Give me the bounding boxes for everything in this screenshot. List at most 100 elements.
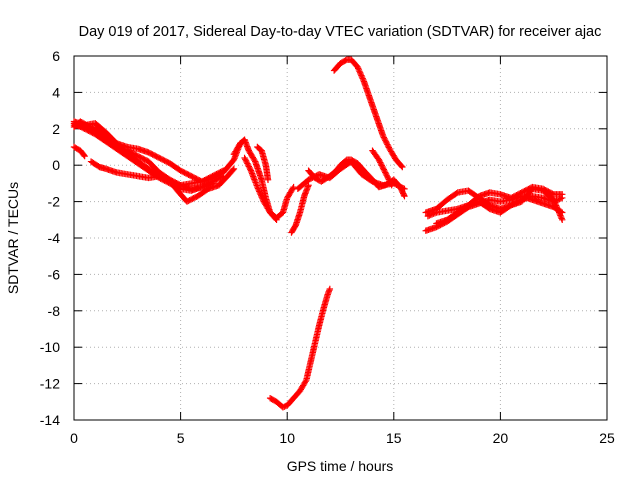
data-point xyxy=(245,163,253,170)
series-track-13 xyxy=(369,147,395,189)
series-track-8 xyxy=(241,154,280,223)
data-point xyxy=(356,68,363,75)
data-point xyxy=(242,156,249,163)
data-point xyxy=(256,188,263,195)
data-point xyxy=(377,160,385,168)
data-point xyxy=(81,152,88,160)
series-track-12 xyxy=(305,156,408,200)
data-point xyxy=(290,183,297,191)
data-point xyxy=(359,75,366,82)
data-point xyxy=(424,212,432,220)
series-track-10 xyxy=(288,182,312,236)
data-point xyxy=(378,162,385,169)
data-point xyxy=(555,209,563,216)
data-point xyxy=(382,170,390,178)
data-point xyxy=(229,166,237,174)
x-tick-label: 5 xyxy=(177,430,185,446)
data-point xyxy=(380,134,388,141)
data-point xyxy=(428,211,436,218)
data-point xyxy=(400,191,408,199)
data-point xyxy=(377,159,384,166)
data-point xyxy=(387,179,394,186)
data-point xyxy=(379,132,387,140)
data-point xyxy=(388,182,395,189)
data-point xyxy=(426,212,433,219)
y-tick-label: -14 xyxy=(40,412,60,428)
data-point xyxy=(358,73,366,81)
y-tick-label: -12 xyxy=(40,376,60,392)
y-tick-label: -10 xyxy=(40,339,60,355)
data-point xyxy=(382,137,389,144)
data-point xyxy=(254,185,262,192)
data-point xyxy=(555,208,562,215)
data-point xyxy=(272,215,279,222)
data-point xyxy=(382,138,390,145)
data-point xyxy=(427,211,434,219)
data-point xyxy=(218,168,226,175)
data-point xyxy=(243,158,250,166)
data-point xyxy=(257,192,265,199)
data-point xyxy=(83,121,90,129)
data-point xyxy=(247,166,254,173)
data-point xyxy=(244,160,251,167)
data-point xyxy=(558,215,565,222)
data-point xyxy=(554,205,561,212)
data-point xyxy=(279,404,287,411)
y-tick-label: 4 xyxy=(52,84,60,100)
series-track-9 xyxy=(254,143,272,183)
data-point xyxy=(80,151,88,159)
y-tick-label: 2 xyxy=(52,121,60,137)
data-point xyxy=(383,172,390,179)
data-point xyxy=(360,76,367,84)
x-tick-label: 15 xyxy=(386,430,402,446)
data-point xyxy=(244,161,252,169)
data-point xyxy=(383,139,390,147)
data-point xyxy=(552,202,560,209)
data-point xyxy=(355,66,363,74)
data-point xyxy=(552,200,559,208)
data-point xyxy=(381,167,388,175)
data-point xyxy=(230,165,238,173)
y-tick-label: -4 xyxy=(48,230,61,246)
data-point xyxy=(251,156,258,164)
y-axis-label: SDTVAR / TECUs xyxy=(5,182,21,294)
data-point xyxy=(326,285,334,293)
y-tick-label: -2 xyxy=(48,194,61,210)
data-point xyxy=(385,176,393,183)
data-point xyxy=(550,196,557,203)
data-point xyxy=(379,165,387,172)
chart-title: Day 019 of 2017, Sidereal Day-to-day VTE… xyxy=(79,24,602,40)
y-tick-label: 6 xyxy=(52,48,60,64)
y-tick-label: -8 xyxy=(48,303,61,319)
series-track-6 xyxy=(87,158,238,205)
data-point xyxy=(549,190,556,197)
x-tick-label: 25 xyxy=(599,430,615,446)
data-point xyxy=(354,65,362,72)
data-point xyxy=(273,216,280,223)
data-point xyxy=(387,180,395,188)
data-point xyxy=(376,157,383,165)
data-point xyxy=(375,156,383,163)
data-point xyxy=(255,186,262,194)
y-tick-label: -6 xyxy=(48,266,61,282)
data-point xyxy=(356,69,364,76)
data-point xyxy=(254,183,261,191)
data-point xyxy=(259,196,267,204)
x-axis-tick-labels: 0 5 10 15 20 25 xyxy=(70,430,615,446)
y-axis-tick-labels: -14 -12 -10 -8 -6 -4 -2 0 2 4 6 xyxy=(40,48,60,428)
data-point xyxy=(358,72,365,79)
data-point xyxy=(551,198,558,205)
data-point xyxy=(551,199,559,206)
data-point xyxy=(241,154,248,162)
x-tick-label: 20 xyxy=(493,430,509,446)
series-track-19 xyxy=(424,183,566,220)
series-track-5 xyxy=(70,143,88,160)
data-point xyxy=(384,141,391,148)
data-point xyxy=(86,123,93,130)
data-point xyxy=(554,206,562,213)
data-point xyxy=(259,195,266,202)
data-point xyxy=(85,122,92,129)
data-point xyxy=(281,403,288,410)
